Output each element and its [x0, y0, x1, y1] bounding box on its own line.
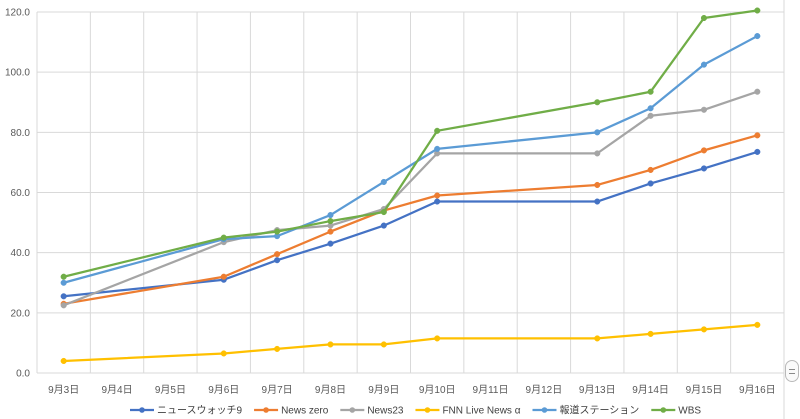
y-tick-label: 60.0 [11, 188, 31, 199]
legend-item-2[interactable]: News23 [340, 406, 404, 417]
scroll-handle[interactable] [785, 360, 799, 382]
legend-item-1[interactable]: News zero [254, 406, 329, 417]
data-point [594, 335, 601, 342]
data-point [700, 14, 708, 22]
series-line-4 [62, 34, 759, 284]
x-tick-label: 9月8日 [315, 384, 346, 396]
legend-marker [349, 407, 356, 413]
legend-marker [541, 407, 548, 413]
data-point [647, 88, 654, 95]
x-tick-label: 9月16日 [739, 384, 776, 396]
data-point [434, 127, 441, 134]
y-tick-label: 120.0 [5, 8, 30, 19]
data-point [754, 33, 761, 40]
data-point [754, 88, 761, 95]
series-line-2 [62, 90, 759, 307]
data-point [594, 198, 601, 205]
data-point [700, 61, 708, 68]
legend-label: FNN Live News α [442, 406, 520, 417]
x-tick-label: 9月13日 [579, 384, 616, 396]
legend-item-4[interactable]: 報道ステーション [532, 404, 639, 417]
legend-label: News23 [367, 406, 404, 417]
data-point [327, 218, 334, 225]
data-point [274, 228, 281, 235]
data-point [380, 209, 387, 216]
series-line-0 [62, 150, 759, 298]
data-point [647, 166, 654, 173]
data-point [60, 302, 67, 309]
y-tick-label: 100.0 [5, 68, 30, 79]
data-point [700, 147, 708, 154]
data-point [754, 132, 761, 139]
x-tick-label: 9月6日 [208, 384, 239, 396]
data-point [60, 279, 67, 286]
y-tick-label: 80.0 [11, 128, 31, 139]
data-point [434, 192, 441, 199]
data-point [594, 150, 601, 157]
x-tick-label: 9月15日 [686, 384, 723, 396]
x-tick-label: 9月11日 [473, 384, 509, 396]
legend-marker [660, 407, 667, 413]
data-point [647, 112, 654, 119]
data-point [220, 273, 227, 280]
data-point [434, 198, 441, 205]
data-point [754, 7, 761, 14]
legend-label: WBS [678, 406, 701, 417]
data-point [700, 106, 708, 113]
legend-marker [263, 407, 269, 413]
data-point [274, 251, 281, 258]
data-point [274, 345, 281, 352]
data-point [274, 257, 281, 264]
legend-item-5[interactable]: WBS [651, 406, 701, 417]
x-tick-label: 9月12日 [526, 384, 563, 396]
x-tick-label: 9月7日 [262, 384, 293, 396]
data-point [220, 350, 227, 357]
y-tick-label: 20.0 [11, 308, 31, 319]
data-point [380, 178, 387, 186]
data-point [60, 293, 67, 300]
data-point [60, 357, 67, 365]
data-point [594, 129, 601, 136]
data-point [594, 99, 601, 106]
y-tick-label: 40.0 [11, 248, 31, 259]
legend-item-3[interactable]: FNN Live News α [415, 406, 521, 417]
series-line-1 [62, 134, 759, 305]
data-point [754, 321, 761, 328]
legend-label: ニュースウォッチ9 [157, 405, 242, 417]
legend-item-0[interactable]: ニュースウォッチ9 [130, 405, 242, 417]
data-point [327, 341, 334, 348]
data-point [434, 335, 441, 342]
data-point [594, 181, 601, 189]
data-point [60, 273, 67, 280]
data-point [327, 228, 334, 235]
data-point [220, 234, 227, 241]
data-point [380, 341, 387, 348]
data-point [647, 105, 654, 112]
series-line-5 [62, 9, 759, 278]
legend-marker [424, 407, 431, 413]
legend-label: 報道ステーション [559, 404, 639, 417]
x-tick-label: 9月10日 [419, 384, 456, 396]
data-point [700, 165, 708, 172]
x-tick-label: 9月4日 [101, 384, 132, 396]
y-tick-label: 0.0 [16, 369, 30, 380]
data-point [647, 180, 654, 187]
series-line-3 [62, 323, 759, 363]
data-point [327, 212, 334, 219]
data-point [700, 326, 708, 333]
data-point [754, 148, 761, 155]
x-tick-label: 9月14日 [632, 384, 669, 396]
x-tick-label: 9月3日 [48, 384, 79, 396]
data-point [647, 330, 654, 337]
x-tick-label: 9月9日 [368, 384, 399, 396]
data-point [380, 222, 387, 229]
legend-marker [139, 407, 145, 413]
x-tick-label: 9月5日 [155, 384, 186, 396]
data-point [327, 240, 334, 247]
legend-label: News zero [281, 406, 329, 417]
data-point [434, 145, 441, 152]
